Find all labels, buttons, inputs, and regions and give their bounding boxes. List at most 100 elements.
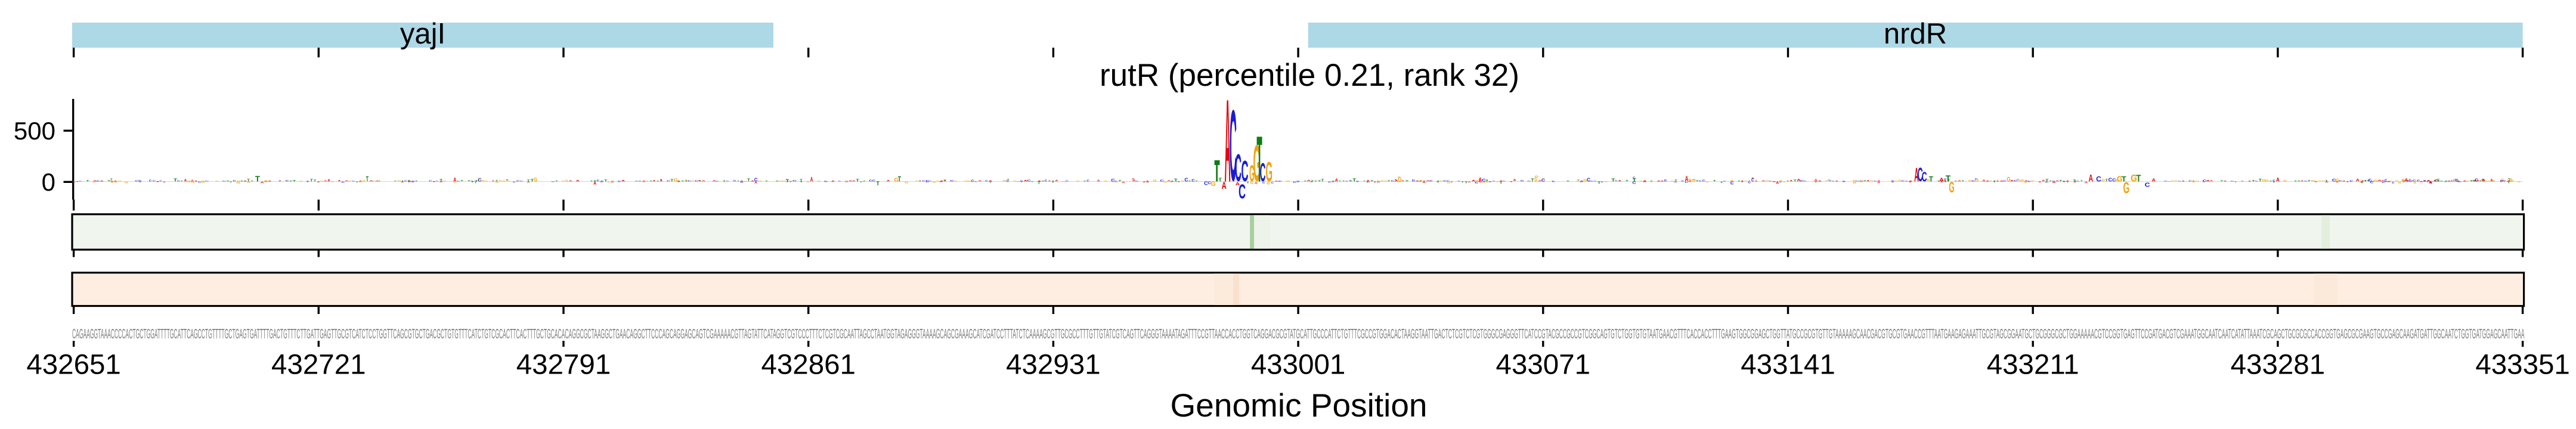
svg-text:G: G [723, 181, 726, 182]
svg-text:A: A [677, 181, 680, 182]
svg-text:T: T [1038, 181, 1040, 185]
svg-text:C: C [1632, 181, 1636, 185]
svg-text:C: C [2491, 181, 2495, 182]
svg-text:T: T [2437, 179, 2440, 182]
svg-text:A: A [1877, 180, 1880, 182]
svg-text:G: G [1535, 175, 1538, 178]
svg-text:Genomic Position: Genomic Position [1170, 387, 1427, 424]
svg-text:T: T [1041, 181, 1045, 182]
svg-text:A: A [2248, 181, 2252, 182]
svg-text:G: G [894, 177, 899, 182]
svg-text:A: A [1776, 181, 1779, 185]
svg-text:A: A [978, 181, 982, 182]
svg-text:G: G [2510, 181, 2515, 182]
svg-text:G: G [953, 181, 957, 182]
svg-text:A: A [2482, 179, 2485, 182]
svg-text:T: T [2066, 181, 2069, 183]
svg-text:T: T [181, 181, 184, 182]
svg-text:T: T [255, 175, 261, 184]
svg-text:G: G [1577, 181, 1580, 182]
svg-text:T: T [415, 181, 419, 182]
svg-text:T: T [555, 181, 559, 182]
svg-text:G: G [2486, 181, 2490, 182]
svg-text:A: A [2360, 181, 2363, 183]
svg-text:T: T [1954, 181, 1958, 182]
svg-text:C: C [2014, 180, 2017, 182]
svg-text:A: A [194, 181, 198, 182]
svg-text:A: A [1472, 180, 1476, 182]
svg-text:G: G [758, 181, 762, 182]
svg-text:C: C [2482, 181, 2486, 182]
svg-text:0: 0 [42, 168, 55, 196]
svg-text:C: C [1328, 182, 1332, 183]
svg-text:A: A [1909, 181, 1912, 182]
svg-text:T: T [2444, 181, 2447, 182]
svg-text:G: G [2388, 181, 2392, 182]
svg-text:C: C [2435, 179, 2438, 182]
svg-text:A: A [2490, 179, 2493, 183]
svg-text:A: A [741, 181, 744, 182]
svg-text:T: T [1664, 179, 1667, 181]
svg-text:C: C [1444, 181, 1448, 182]
svg-text:A: A [1939, 176, 1944, 182]
svg-text:C: C [1804, 181, 1807, 182]
svg-text:G: G [1706, 181, 1709, 183]
svg-text:A: A [1167, 181, 1171, 182]
svg-text:G: G [125, 181, 128, 184]
svg-text:T: T [2361, 182, 2364, 184]
svg-text:T: T [506, 180, 509, 181]
svg-text:G: G [1968, 180, 1972, 182]
svg-text:T: T [800, 182, 803, 183]
svg-text:T: T [1370, 180, 1374, 182]
svg-text:A: A [1909, 181, 1913, 182]
svg-text:C: C [520, 181, 524, 182]
svg-text:433351: 433351 [2475, 349, 2570, 381]
svg-text:T: T [2364, 180, 2367, 181]
svg-text:G: G [2414, 181, 2419, 182]
svg-text:G: G [299, 181, 302, 182]
svg-text:T: T [747, 177, 750, 182]
svg-text:A: A [1468, 181, 1471, 183]
svg-text:C: C [2423, 180, 2426, 182]
svg-text:C: C [1174, 179, 1177, 180]
svg-text:A: A [1538, 181, 1542, 182]
svg-text:A: A [1643, 182, 1647, 183]
svg-text:G: G [2117, 175, 2123, 184]
svg-text:T: T [1633, 178, 1637, 182]
svg-text:G: G [2283, 180, 2287, 182]
svg-text:C: C [159, 180, 162, 182]
svg-text:C: C [1779, 181, 1782, 183]
svg-text:A: A [1048, 180, 1051, 182]
svg-text:A: A [317, 181, 320, 182]
svg-text:T: T [1178, 181, 1180, 183]
svg-text:C: C [1271, 182, 1274, 184]
svg-text:T: T [863, 181, 866, 182]
svg-text:A: A [93, 180, 97, 182]
svg-text:C: C [149, 179, 152, 182]
svg-text:C: C [2441, 181, 2444, 182]
svg-text:G: G [2007, 176, 2011, 184]
svg-text:T: T [107, 180, 112, 182]
svg-text:C: C [2402, 181, 2405, 182]
svg-text:G: G [1895, 181, 1898, 182]
svg-text:T: T [1713, 180, 1717, 182]
svg-text:T: T [401, 181, 405, 182]
svg-text:A: A [2066, 180, 2069, 182]
svg-text:G: G [2374, 179, 2377, 182]
svg-text:C: C [478, 178, 482, 182]
svg-text:C: C [726, 181, 729, 182]
svg-text:A: A [2089, 172, 2093, 184]
svg-text:A: A [1958, 181, 1961, 182]
svg-text:A: A [268, 181, 271, 182]
svg-text:C: C [1615, 181, 1618, 182]
svg-text:C: C [1944, 178, 1948, 179]
svg-text:C: C [1828, 179, 1831, 181]
svg-text:G: G [1002, 180, 1006, 182]
svg-text:A: A [2224, 181, 2227, 182]
svg-text:A: A [2063, 181, 2066, 182]
svg-text:C: C [1832, 181, 1835, 182]
svg-text:C: C [1429, 180, 1432, 182]
svg-text:C: C [733, 180, 736, 182]
svg-text:C: C [1391, 180, 1395, 182]
svg-text:A: A [2038, 182, 2042, 183]
